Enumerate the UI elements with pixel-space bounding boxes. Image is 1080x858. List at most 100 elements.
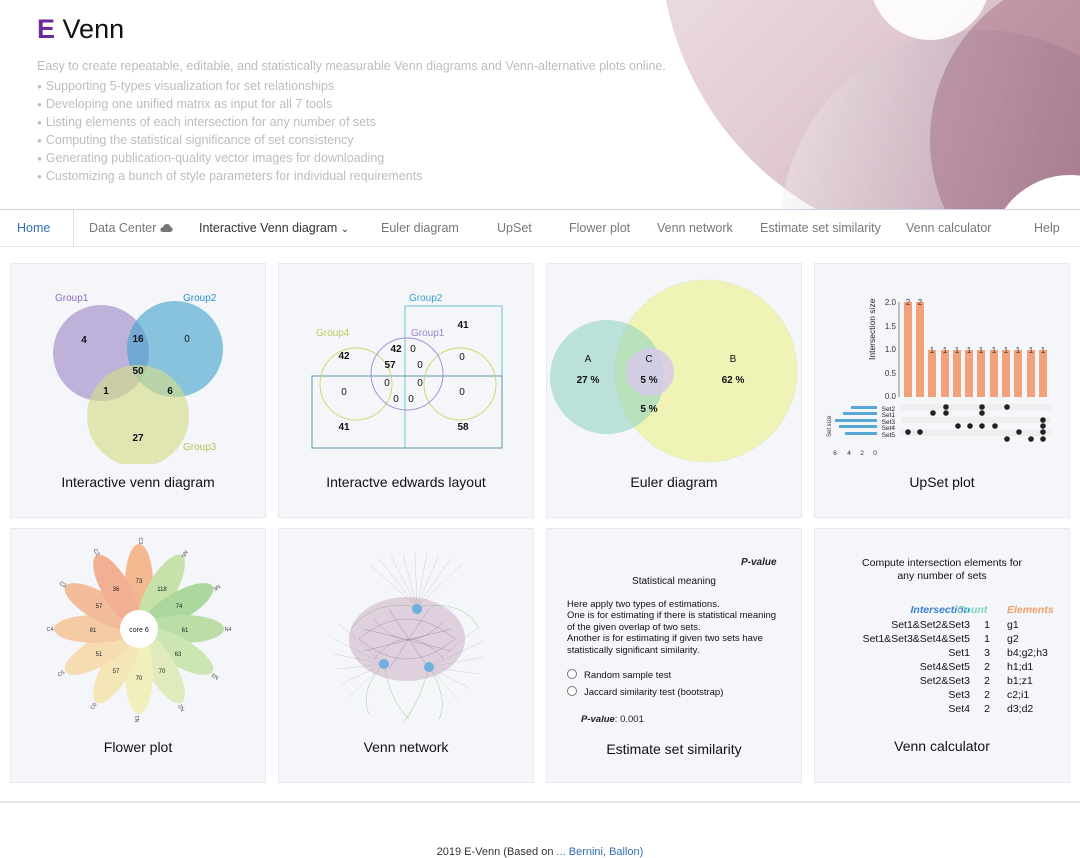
calculator-row: Set3 2 c2;i1 [815,689,1071,703]
radio-random-sample[interactable]: Random sample test [567,669,671,681]
network-node [379,659,389,669]
svg-text:N4: N4 [224,627,231,633]
nav-calculator[interactable]: Venn calculator [906,221,992,235]
upset-bars [904,302,1047,397]
card-venn-calculator[interactable]: Compute intersection elements for any nu… [814,528,1070,783]
edwards-value: 41 [457,320,469,331]
euler-diagram-thumbnail: A 27 % C 5 % B 62 % 5 % [550,279,798,463]
footer-text: 2019 E-Venn (Based on [436,846,557,858]
app-logo[interactable]: E Venn [37,14,124,45]
card-set-similarity[interactable]: P-value Statistical meaning Here apply t… [546,528,802,783]
footer-link[interactable]: ... Bernini, Ballon) [556,846,644,858]
nav-data-center-label: Data Center [89,221,157,235]
card-caption: Flower plot [103,739,173,755]
nav-upset[interactable]: UpSet [497,221,532,235]
card-caption: Interactve edwards layout [326,474,486,490]
euler-value-c: 5 % [640,375,657,386]
nav-home[interactable]: Home [0,210,74,246]
row-intersection: Set4 [948,703,970,715]
feature-list: Supporting 5-types visualization for set… [37,77,423,185]
upset-set-label: Set3 [882,419,896,426]
main-nav: Home Data Center Interactive Venn diagra… [0,209,1080,247]
upset-bar [965,350,973,397]
venn-network-thumbnail [333,552,485,722]
card-caption: UpSet plot [909,474,975,490]
feature-item: Computing the statistical significance o… [37,131,422,149]
radio-label: Random sample test [584,670,672,681]
row-elements: c2;i1 [1007,689,1030,701]
radio-circle[interactable] [567,686,577,696]
edwards-value: 0 [417,378,423,389]
svg-text:N5: N5 [212,583,221,592]
flower-core [120,610,158,648]
calculator-heading-line: Compute intersection elements for [862,557,1022,569]
row-intersection: Set1 [948,647,970,659]
radio-jaccard[interactable]: Jaccard similarity test (bootstrap) [567,686,723,698]
pvalue-result: P-value: 0.001 [581,714,644,725]
svg-text:1: 1 [1041,346,1046,355]
row-intersection: Set1&Set3&Set4&Set5 [862,633,970,645]
footer: 2019 E-Venn (Based on ... Bernini, Ballo… [0,846,1080,858]
upset-size-tick: 6 [833,450,837,457]
svg-text:73: 73 [136,579,143,585]
upset-ytick: 0.0 [885,392,897,401]
row-intersection: Set4&Set5 [919,661,970,673]
network-node [412,604,422,614]
calculator-heading: Compute intersection elements for any nu… [815,557,1069,583]
pvalue-label: P-value [581,714,615,725]
calculator-heading-line: any number of sets [897,570,987,582]
upset-size-tick: 0 [873,450,877,457]
upset-ytick: 1.0 [885,345,897,354]
similarity-line: of the given overlap of two sets. [567,621,701,633]
feature-item: Customizing a bunch of style parameters … [37,167,423,185]
venn-value: 6 [167,386,173,397]
nav-similarity[interactable]: Estimate set similarity [760,221,881,235]
flower-plot-thumbnail: core 6 73 118 74 61 63 70 70 57 51 81 57 36 C1 N5… [46,537,231,722]
card-flower-plot[interactable]: core 6 73 118 74 61 63 70 70 57 51 81 57 36 C1 N5… [10,528,266,783]
upset-set-size-bars [835,406,877,435]
svg-text:1: 1 [992,346,997,355]
calculator-row: Set2&Set3 2 b1;z1 [815,675,1071,689]
nav-data-center[interactable]: Data Center [89,210,173,246]
svg-text:1: 1 [1004,346,1009,355]
footer-divider [0,801,1080,803]
edwards-value: 0 [410,344,416,355]
svg-text:1: 1 [930,346,935,355]
svg-text:1: 1 [943,346,948,355]
row-count: 2 [984,675,990,687]
pvalue-value: : 0.001 [614,714,644,725]
nav-flower[interactable]: Flower plot [569,221,631,235]
upset-bar [1002,350,1010,397]
feature-item: Generating publication-quality vector im… [37,149,422,167]
upset-bar [904,302,912,397]
svg-text:C3: C3 [58,581,67,590]
card-edwards-layout[interactable]: Group2 Group4 Group1 41 42 42 0 57 0 0 0… [278,263,534,518]
venn-value: 0 [184,334,190,345]
similarity-line: One is for estimating if there is statis… [567,610,777,622]
upset-bar [916,302,924,397]
upset-setsize-label: Set size [827,415,833,437]
euler-circle-a [550,320,664,434]
nav-network[interactable]: Venn network [657,221,733,235]
euler-value-b: 62 % [722,375,745,386]
svg-text:57: 57 [113,669,120,675]
nav-euler[interactable]: Euler diagram [381,221,459,235]
col-intersection: Intersection [910,604,970,616]
row-elements: d3;d2 [1007,703,1034,715]
nav-interactive-venn[interactable]: Interactive Venn diagram ⌄ [199,210,349,246]
tagline: Easy to create repeatable, editable, and… [37,59,666,73]
radio-circle[interactable] [567,669,577,679]
card-euler-diagram[interactable]: A 27 % C 5 % B 62 % 5 % Euler diagram [546,263,802,518]
hero-decoration [665,0,1080,210]
svg-text:2: 2 [906,298,911,307]
row-intersection: Set3 [948,689,970,701]
svg-text:70: 70 [136,676,143,682]
card-interactive-venn[interactable]: Group1 Group2 Group3 4 16 0 50 1 6 27 In… [10,263,266,518]
cloud-icon [160,224,173,232]
nav-help[interactable]: Help [1034,221,1060,235]
svg-text:C1: C1 [137,537,143,544]
card-venn-network[interactable]: Venn network [278,528,534,783]
upset-bar [928,350,936,397]
euler-value-ac: 5 % [640,404,657,415]
